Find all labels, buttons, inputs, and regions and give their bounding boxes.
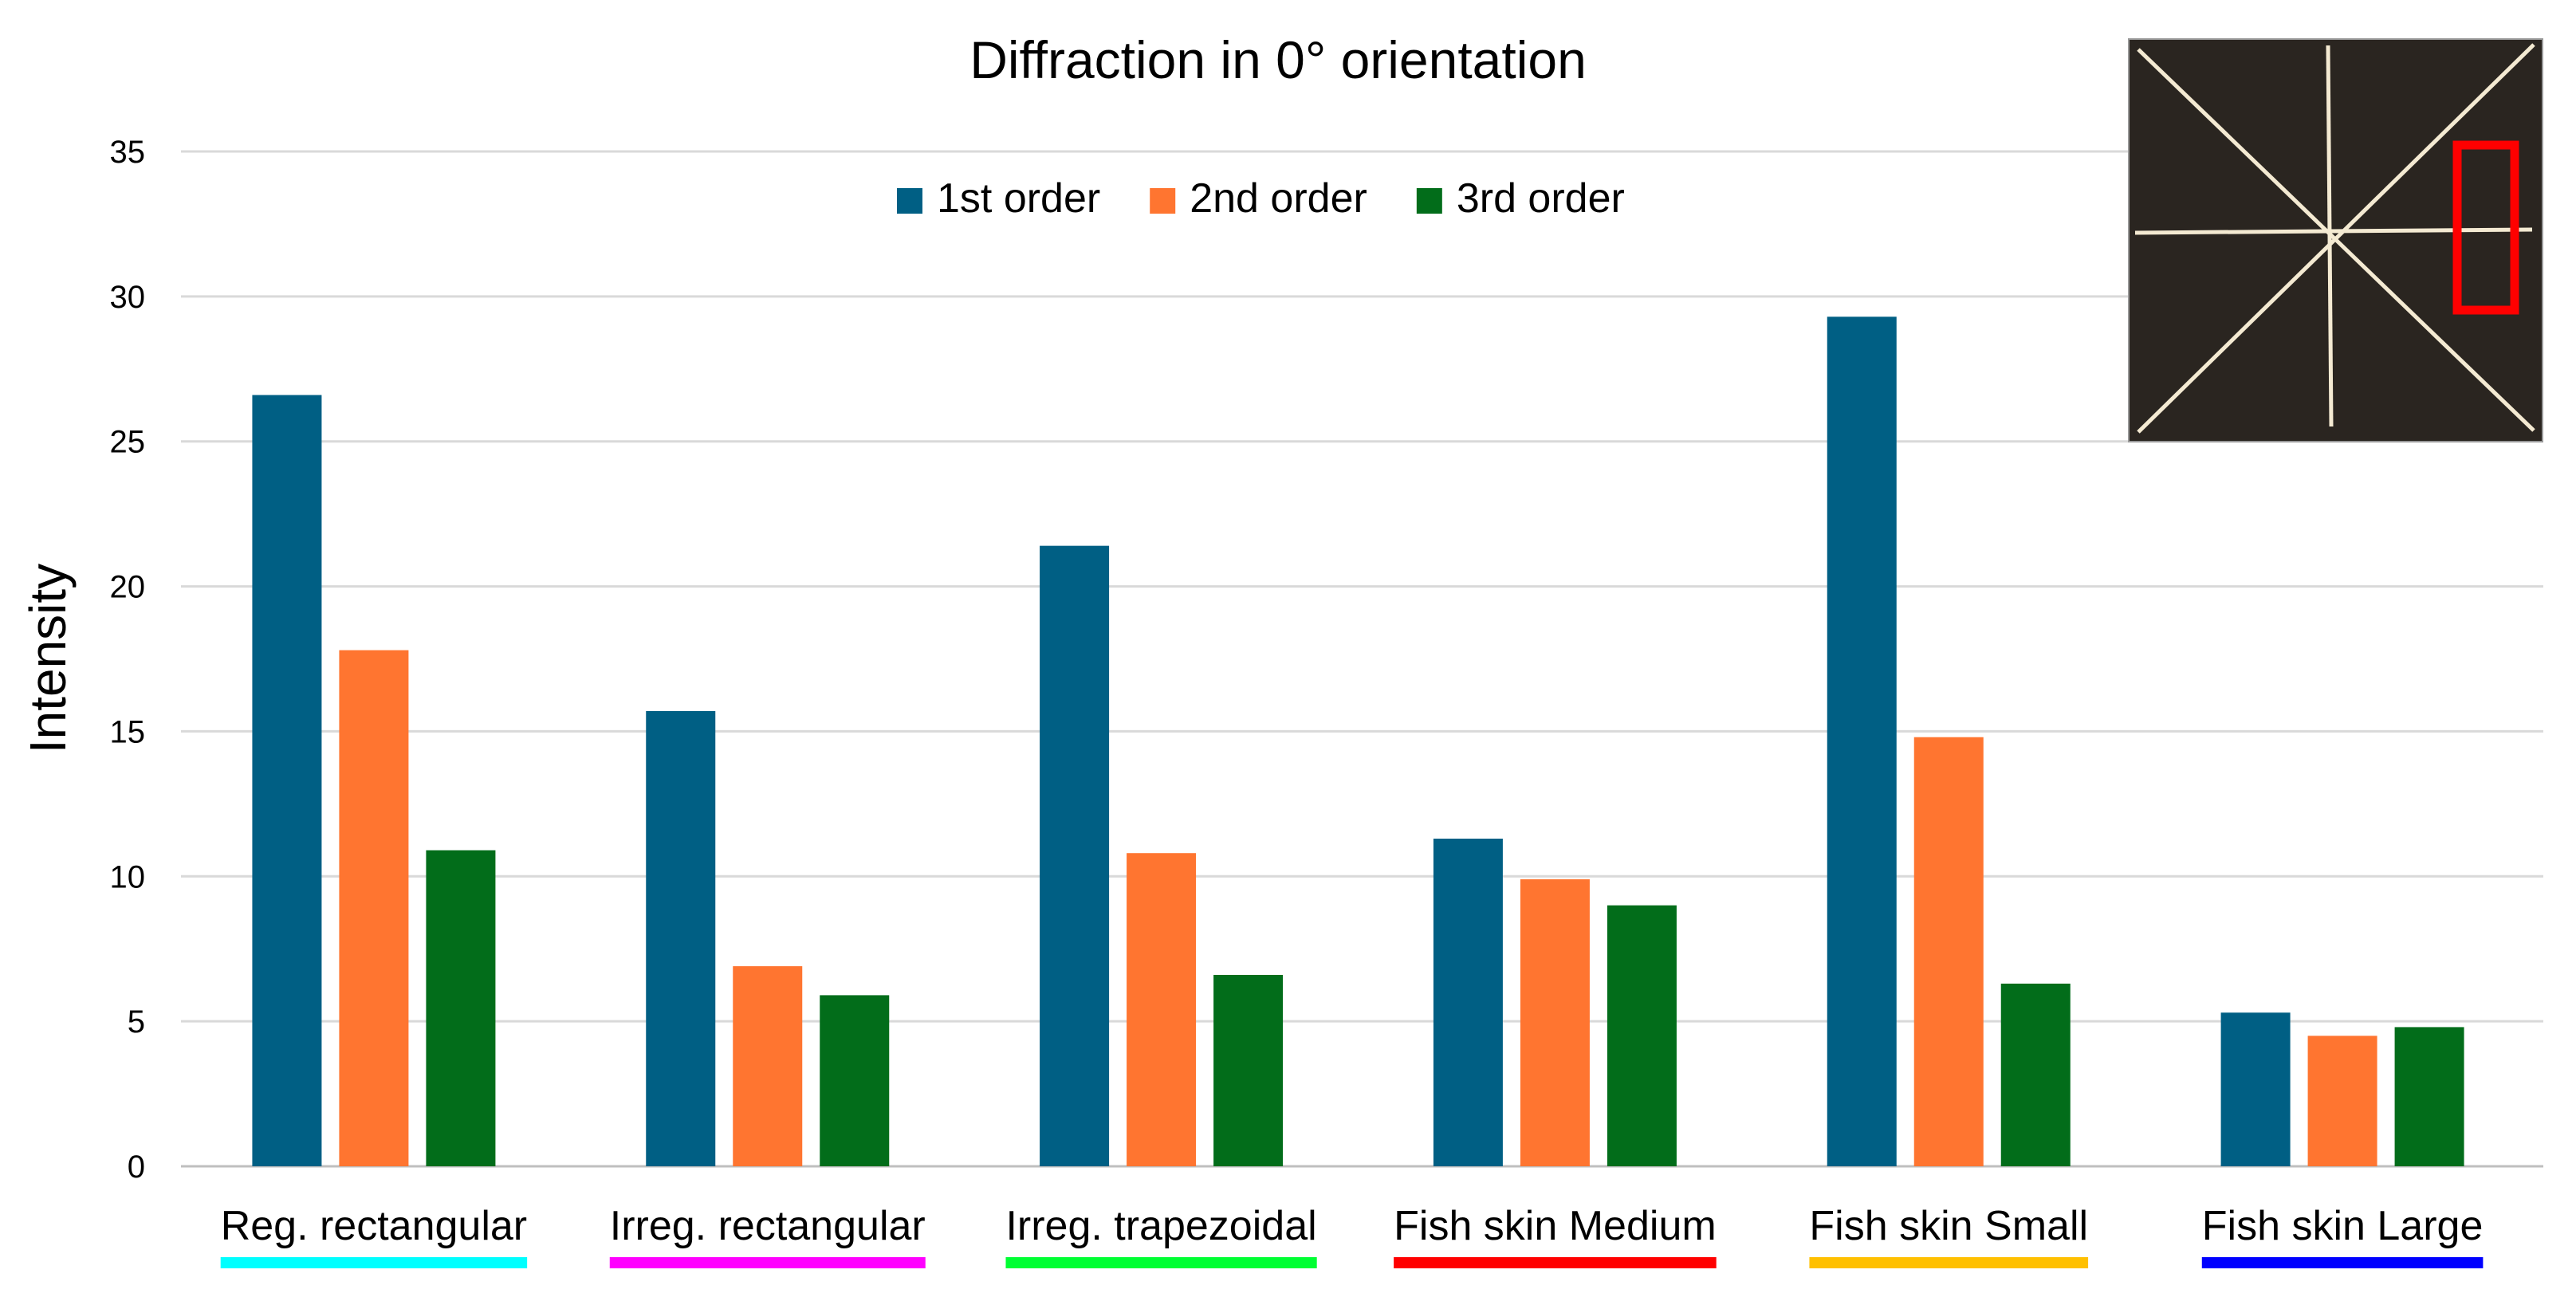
bar-3-5 [2394,1027,2464,1166]
bar-3-3 [1607,905,1677,1166]
y-tick-label: 15 [110,714,146,749]
category-underline [1394,1257,1717,1268]
bar-3-2 [1213,974,1284,1166]
bar-2-4 [1913,737,1984,1166]
bar-2-3 [1520,879,1590,1166]
gridlines [181,150,2543,1168]
bar-2-5 [2307,1036,2377,1166]
bar-1-4 [1827,316,1897,1166]
y-tick-label: 25 [110,425,146,460]
category-underline [1005,1257,1317,1268]
bars [252,316,2464,1166]
y-tick-label: 5 [128,1004,145,1040]
legend-swatch [1416,188,1442,214]
bar-1-5 [2220,1012,2291,1166]
bar-1-1 [646,710,716,1166]
legend-swatch [897,188,922,214]
legend-label: 2nd order [1190,175,1367,222]
legend: 1st order 2nd order 3rd order [897,175,1625,222]
y-tick-label: 0 [128,1150,145,1185]
category-underline [609,1257,926,1268]
legend-swatch [1150,188,1176,214]
bar-1-0 [252,395,322,1166]
bar-2-1 [733,966,803,1166]
x-tick-label: Irreg. trapezoidal [1005,1203,1316,1249]
x-tick-label: Reg. rectangular [221,1203,527,1249]
x-tick-labels: Reg. rectangular Irreg. rectangular Irreg.… [220,1203,2484,1268]
y-tick-label: 35 [110,135,146,170]
category-underline [1809,1257,2089,1268]
chart-title: Diffraction in 0° orientation [969,30,1587,89]
bar-3-1 [820,995,890,1166]
inset-highlight-box [2452,140,2519,315]
bar-1-3 [1433,839,1503,1166]
x-tick-label: Fish skin Medium [1394,1203,1717,1249]
category-underline [2201,1257,2484,1268]
bar-1-2 [1040,545,1110,1166]
category-underline [220,1257,528,1268]
diffraction-star-photo-icon [2134,43,2535,434]
y-tick-label: 10 [110,859,146,894]
x-tick-label: Fish skin Large [2202,1203,2484,1249]
legend-label: 1st order [937,175,1100,222]
bar-2-2 [1127,853,1197,1166]
y-axis-label: Intensity [19,564,77,753]
bar-2-0 [339,650,409,1166]
x-tick-label: Irreg. rectangular [610,1203,926,1249]
y-tick-label: 30 [110,280,146,315]
bar-3-4 [2000,983,2071,1166]
y-tick-label: 20 [110,570,146,605]
x-tick-label: Fish skin Small [1809,1203,2088,1249]
y-tick-labels: 0 5 10 15 20 25 30 35 [110,135,146,1185]
bar-3-0 [426,850,496,1166]
legend-label: 3rd order [1457,175,1625,222]
inset-photo [2128,38,2543,442]
